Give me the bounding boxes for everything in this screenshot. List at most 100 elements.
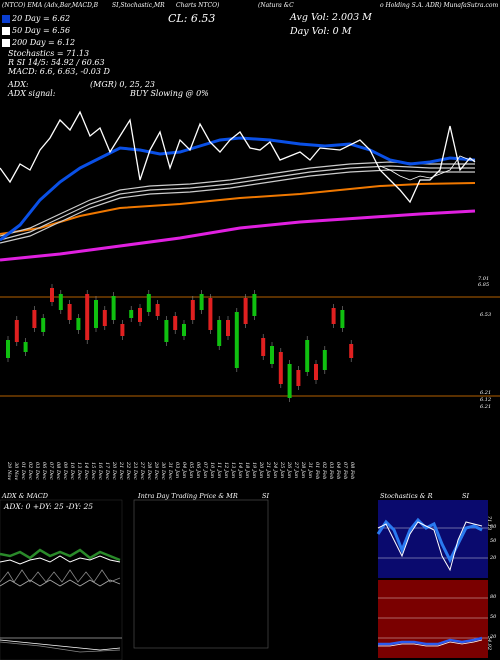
candle-body <box>129 310 134 318</box>
date-label: 07 Dec <box>48 462 54 480</box>
date-label: 28 Dec <box>146 462 152 480</box>
candle-body <box>67 304 72 320</box>
rsi-tick-80: 80 <box>490 594 497 600</box>
candle-body <box>173 316 178 330</box>
candle-body <box>217 320 222 346</box>
ema50-line-a <box>0 161 475 237</box>
date-label: 27 Dec <box>139 462 145 480</box>
candle-body <box>111 296 116 320</box>
candle-body <box>6 340 10 358</box>
ema20-line <box>0 136 476 242</box>
candle-body <box>14 320 19 342</box>
date-label: 10 Dec <box>69 462 75 480</box>
date-label: 01 Dec <box>20 462 26 480</box>
date-label: 09 Dec <box>62 462 68 480</box>
date-label: 26 Jan <box>286 462 292 479</box>
date-label: 20 Jan <box>258 462 264 479</box>
adx-macd-title: ADX & MACD <box>2 492 48 500</box>
price-label-3: 6.53 <box>480 312 492 318</box>
price-label-2: 6.85 <box>478 282 490 288</box>
candle-body <box>23 342 28 352</box>
candle-body <box>41 318 46 332</box>
ema200-legend: 200 Day = 6.12 <box>2 38 75 48</box>
candle-body <box>164 320 169 342</box>
date-label: 31 Jan <box>307 462 313 479</box>
ema50-swatch <box>2 27 10 35</box>
date-label: 14 Jan <box>237 462 243 479</box>
date-label: 01 Feb <box>314 462 320 480</box>
price-label-5: 6.12 <box>480 397 492 403</box>
candle-body <box>50 288 54 302</box>
price-label-1: 7.01 <box>478 276 490 282</box>
ema200-swatch <box>2 39 10 47</box>
date-axis: 29 Nov 30 Nov 01 Dec 02 Dec 03 Dec 06 Dec 07 D… <box>0 462 500 490</box>
candle-body <box>102 310 107 326</box>
price-line-shadow <box>379 155 475 181</box>
date-label: 21 Dec <box>118 462 124 480</box>
date-label: 06 Jan <box>195 462 201 479</box>
ema200-line <box>0 209 476 262</box>
candle-body <box>296 370 301 386</box>
date-label: 21 Jan <box>265 462 271 479</box>
adx-readout: ADX: 0 +DY: 25 -DY: 25 <box>4 502 94 511</box>
adx-label: ADX: <box>8 80 29 89</box>
rsi-panel <box>378 580 488 658</box>
candle-body <box>234 312 239 368</box>
ema50-line-b <box>0 165 475 241</box>
candle-body <box>287 364 292 398</box>
candle-body <box>58 294 63 310</box>
candle-body <box>182 324 186 336</box>
date-label: 03 Dec <box>34 462 40 480</box>
date-label: 24 Jan <box>272 462 278 479</box>
stoch-tick-50: 50 <box>490 538 497 544</box>
date-label: 31 Dec <box>167 462 173 480</box>
date-label: 05 Jan <box>188 462 194 479</box>
adx-values: (MGR) 0, 25, 23 <box>90 80 156 89</box>
candle-body <box>331 308 336 324</box>
candle-body <box>138 308 142 322</box>
date-label: 14 Dec <box>83 462 89 480</box>
date-label: 18 Jan <box>244 462 250 479</box>
date-label: 04 Jan <box>181 462 187 479</box>
date-label: 30 Nov <box>13 462 19 481</box>
avg-volume: Avg Vol: 2.003 M <box>290 12 372 23</box>
date-label: 29 Nov <box>6 462 12 481</box>
candle-body <box>120 324 125 336</box>
price-label-4: 6.21 <box>480 390 492 396</box>
candle-body <box>76 318 81 330</box>
stoch-tick-80: 80 <box>490 524 497 530</box>
date-label: 17 Dec <box>104 462 110 480</box>
date-label: 28 Jan <box>300 462 306 479</box>
day-volume: Day Vol: 0 M <box>290 26 352 37</box>
date-label: 13 Jan <box>230 462 236 479</box>
stoch-value: 71.13 <box>486 515 493 531</box>
price-line <box>0 110 476 204</box>
date-label: 23 Dec <box>132 462 138 480</box>
candle-body <box>199 294 204 310</box>
date-label: 20 Dec <box>111 462 117 480</box>
intraday-title: Intra Day Trading Price & MR <box>138 492 238 500</box>
date-label: 08 Feb <box>349 462 355 480</box>
ema20-swatch <box>2 15 10 23</box>
date-label: 15 Dec <box>90 462 96 480</box>
date-label: 11 Jan <box>216 462 222 479</box>
date-label: 13 Dec <box>76 462 82 480</box>
ema50-line-c <box>0 169 475 244</box>
candle-body <box>261 338 266 356</box>
ema20-legend: 20 Day = 6.62 <box>2 14 70 24</box>
candle-body <box>340 310 345 328</box>
adx-panel <box>0 499 123 660</box>
date-label: 30 Dec <box>160 462 166 480</box>
date-label: 29 Dec <box>153 462 159 480</box>
adx-signal-label: ADX signal: <box>8 89 56 98</box>
candle-body <box>208 298 213 330</box>
candle-body <box>305 340 310 372</box>
date-label: 02 Dec <box>27 462 33 480</box>
macd-readout: MACD: 6.6, 6.63, -0.03 D <box>8 67 110 76</box>
candle-body <box>226 320 230 336</box>
candle-body <box>155 304 160 316</box>
ema50-legend: 50 Day = 6.56 <box>2 26 70 36</box>
adx-signal-value: BUY Slowing @ 0% <box>130 89 209 98</box>
candlestick-chart <box>0 284 500 402</box>
ema100-line <box>0 182 476 235</box>
